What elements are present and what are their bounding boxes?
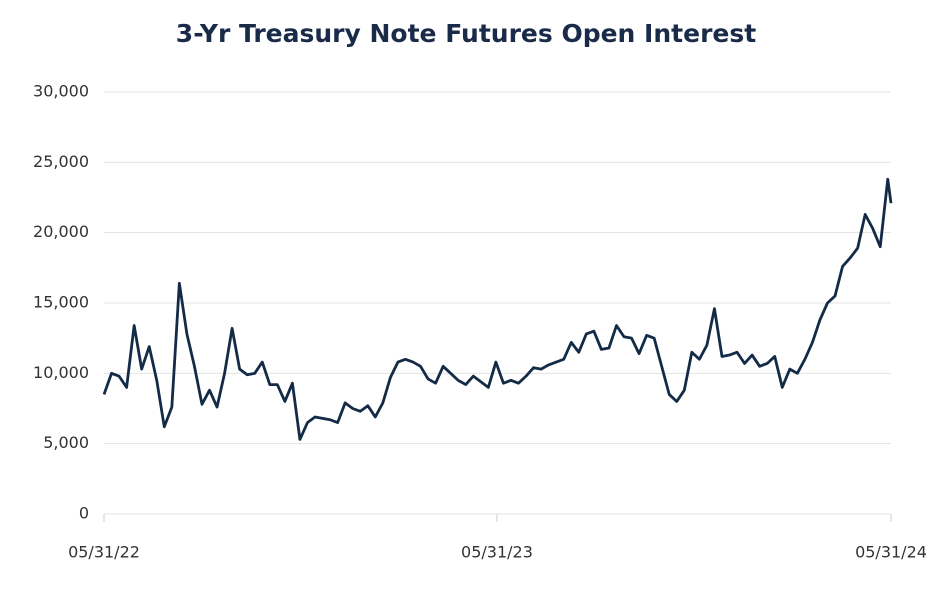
x-tick-label: 05/31/22	[68, 543, 140, 562]
y-tick-label: 0	[79, 504, 89, 523]
x-tick-label: 05/31/23	[461, 543, 533, 562]
y-tick-label: 5,000	[43, 433, 89, 452]
chart-title: 3-Yr Treasury Note Futures Open Interest	[176, 19, 756, 48]
y-tick-label: 20,000	[33, 222, 89, 241]
y-tick-label: 15,000	[33, 293, 89, 312]
y-tick-label: 25,000	[33, 152, 89, 171]
x-tick-label: 05/31/24	[855, 543, 927, 562]
y-tick-label: 30,000	[33, 82, 89, 101]
series-line	[102, 177, 893, 441]
y-tick-label: 10,000	[33, 363, 89, 382]
